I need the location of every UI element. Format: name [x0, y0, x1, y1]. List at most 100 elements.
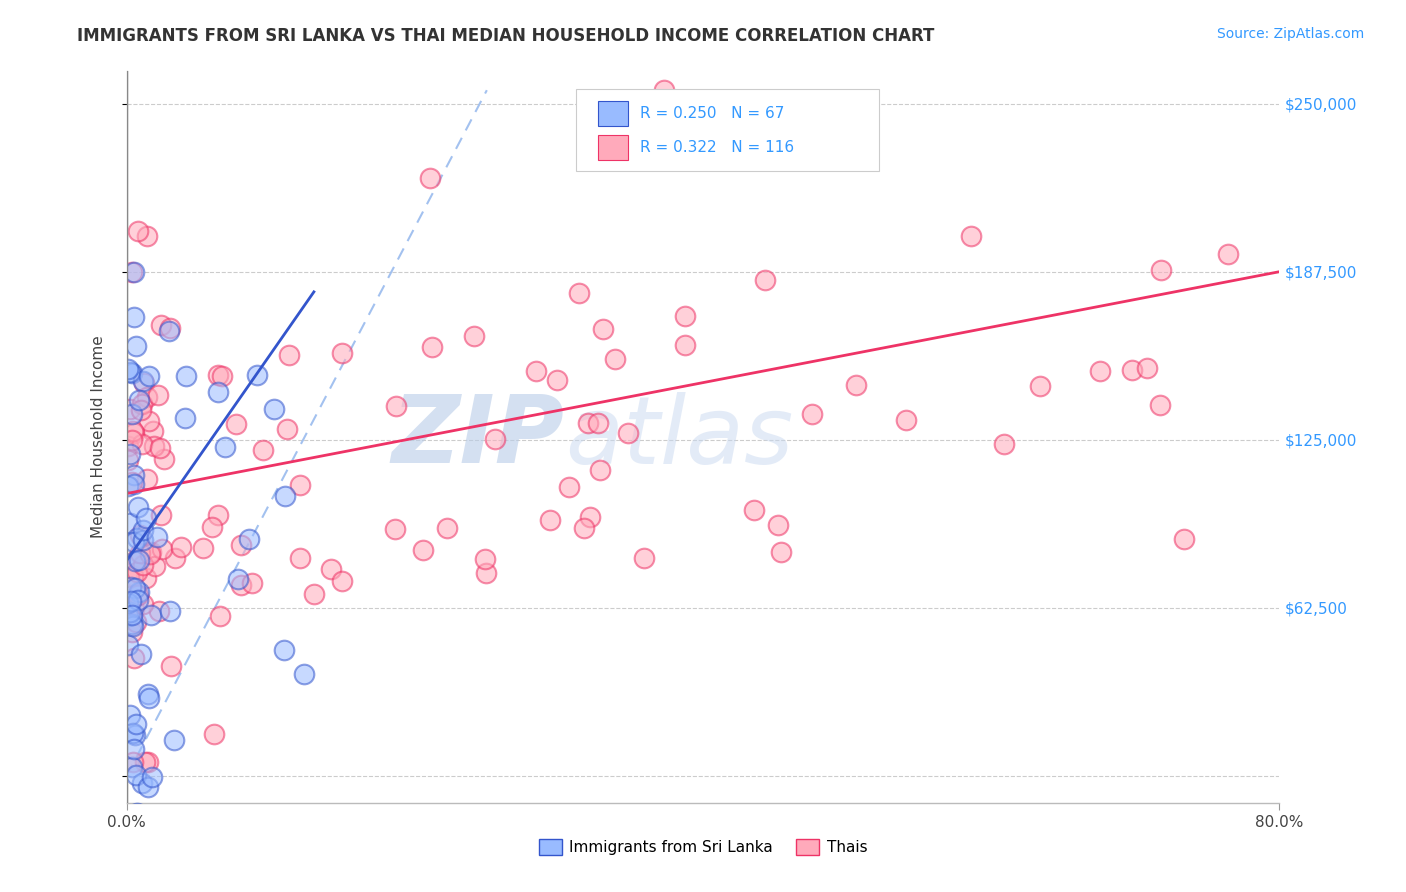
Point: [117, 608, 139, 623]
Point: [845, 378, 868, 392]
Point: [121, 407, 143, 421]
Point: [436, 521, 458, 535]
Point: [127, 806, 149, 821]
Point: [120, 708, 142, 723]
Text: atlas: atlas: [565, 392, 793, 483]
Point: [138, 368, 160, 383]
Point: [122, 569, 145, 583]
Point: [578, 510, 600, 524]
Point: [1216, 247, 1239, 261]
Point: [201, 520, 224, 534]
Point: [138, 691, 160, 706]
Point: [121, 607, 143, 622]
Point: [131, 397, 153, 411]
Point: [139, 545, 162, 559]
Point: [118, 447, 141, 461]
Point: [252, 443, 274, 458]
Point: [121, 433, 143, 447]
Point: [118, 516, 141, 530]
Point: [546, 373, 568, 387]
Point: [592, 322, 614, 336]
Point: [263, 401, 285, 416]
Point: [128, 545, 150, 559]
Text: R = 0.250   N = 67: R = 0.250 N = 67: [640, 106, 785, 120]
Point: [288, 551, 311, 566]
Point: [120, 365, 142, 379]
Point: [128, 585, 150, 599]
Point: [742, 503, 765, 517]
Point: [127, 531, 149, 545]
Point: [146, 388, 169, 402]
Point: [117, 453, 139, 467]
Point: [385, 399, 408, 413]
Point: [124, 581, 146, 595]
Point: [558, 480, 581, 494]
Point: [117, 638, 139, 652]
Point: [209, 609, 232, 624]
Point: [605, 351, 627, 366]
Point: [163, 733, 186, 747]
Point: [169, 540, 191, 554]
Y-axis label: Median Household Income: Median Household Income: [91, 335, 105, 539]
Point: [159, 659, 181, 673]
Point: [125, 716, 148, 731]
Point: [131, 437, 153, 451]
Point: [138, 810, 160, 824]
Point: [225, 417, 247, 431]
Point: [131, 776, 153, 790]
Point: [474, 551, 496, 566]
Point: [122, 426, 145, 441]
Point: [124, 553, 146, 567]
Point: [141, 607, 163, 622]
Point: [121, 756, 143, 770]
Point: [330, 346, 353, 360]
Point: [330, 574, 353, 589]
Point: [121, 760, 143, 774]
Point: [572, 521, 595, 535]
Point: [132, 376, 155, 390]
Point: [122, 477, 145, 491]
Point: [127, 588, 149, 602]
Point: [1149, 398, 1171, 412]
Point: [136, 229, 159, 244]
Point: [127, 551, 149, 566]
Point: [121, 475, 143, 490]
Point: [1121, 363, 1143, 377]
Point: [127, 500, 149, 514]
Text: Source: ZipAtlas.com: Source: ZipAtlas.com: [1216, 27, 1364, 41]
Point: [124, 728, 146, 742]
Point: [135, 571, 157, 585]
Point: [120, 605, 142, 619]
Point: [229, 538, 252, 552]
Point: [124, 768, 146, 782]
Point: [122, 310, 145, 325]
Point: [128, 392, 150, 407]
Point: [673, 338, 696, 352]
Point: [894, 413, 917, 427]
Point: [132, 558, 155, 572]
Point: [321, 562, 343, 576]
Point: [142, 439, 165, 453]
Point: [207, 384, 229, 399]
Point: [117, 596, 139, 610]
Point: [576, 416, 599, 430]
Point: [1150, 262, 1173, 277]
Point: [524, 364, 547, 378]
Point: [142, 424, 165, 438]
Point: [484, 432, 506, 446]
Point: [121, 580, 143, 594]
Point: [122, 602, 145, 616]
Point: [132, 597, 155, 611]
Point: [304, 587, 326, 601]
Point: [226, 572, 249, 586]
Point: [1029, 378, 1052, 392]
Point: [754, 273, 776, 287]
Point: [191, 541, 214, 556]
Point: [207, 508, 229, 523]
Point: [128, 823, 150, 838]
Point: [474, 566, 496, 581]
Point: [135, 391, 157, 405]
Point: [135, 511, 157, 525]
Point: [129, 528, 152, 542]
Point: [152, 451, 174, 466]
